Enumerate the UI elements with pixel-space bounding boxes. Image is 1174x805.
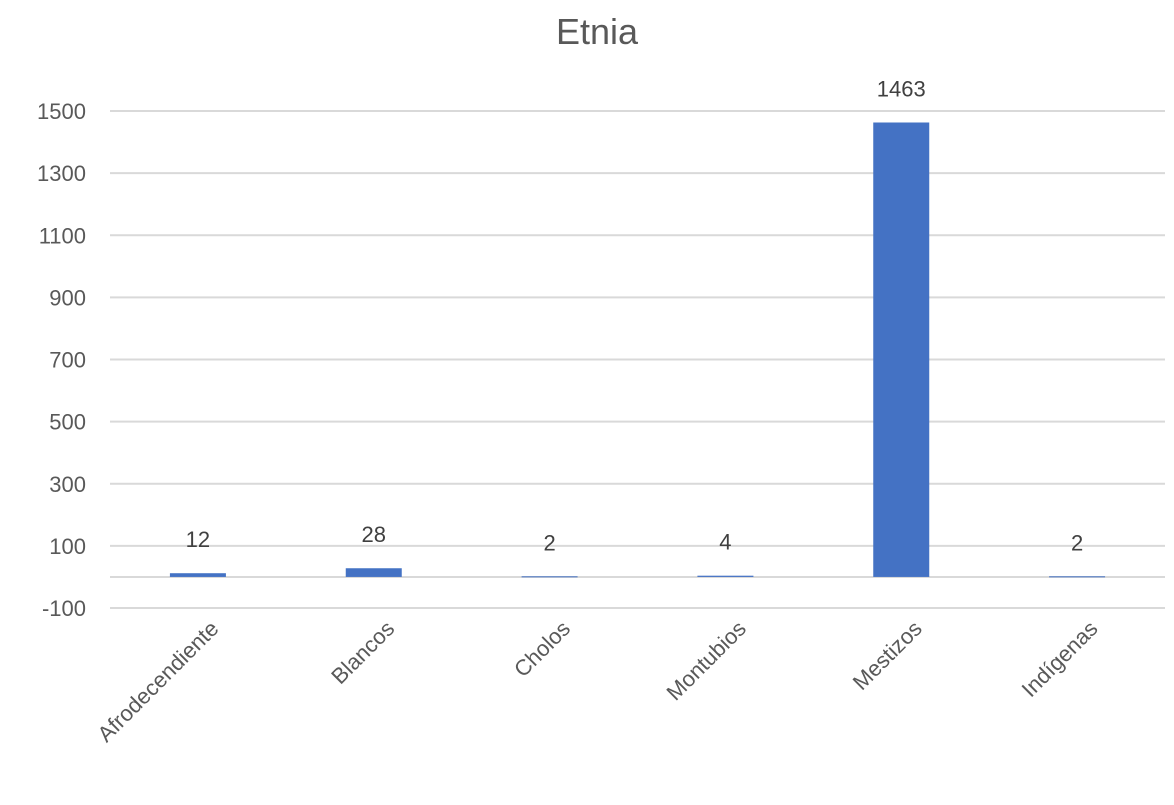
data-label: 2 xyxy=(1071,530,1083,555)
category-label: Mestizos xyxy=(848,616,927,695)
y-tick-label: 700 xyxy=(49,348,86,373)
y-tick-label: 500 xyxy=(49,410,86,435)
y-tick-label: 1100 xyxy=(39,223,86,248)
category-labels: Afrodecendiente Blancos Cholos Montubios Mes… xyxy=(92,616,1102,747)
bar-afrodecendiente xyxy=(169,573,226,577)
bar-montubios xyxy=(697,575,754,577)
bars xyxy=(169,122,1106,578)
y-axis-tick-labels: -100 100 300 500 700 900 1100 1300 1500 xyxy=(37,99,86,621)
category-label: Blancos xyxy=(326,616,399,689)
data-label: 1463 xyxy=(877,76,926,101)
data-label: 12 xyxy=(186,527,210,552)
category-label: Cholos xyxy=(509,616,575,682)
y-tick-label: 100 xyxy=(49,534,86,559)
category-label: Montubios xyxy=(661,616,750,705)
data-label: 4 xyxy=(719,530,731,555)
category-label: Afrodecendiente xyxy=(92,616,223,747)
gridlines xyxy=(110,110,1165,609)
bar-indígenas xyxy=(1049,576,1106,578)
category-label: Indígenas xyxy=(1017,616,1103,702)
data-label: 28 xyxy=(362,522,386,547)
data-labels: 12 28 2 4 1463 2 xyxy=(186,76,1084,555)
y-tick-label: 900 xyxy=(49,285,86,310)
data-label: 2 xyxy=(543,530,555,555)
bar-blancos xyxy=(345,568,402,577)
y-tick-label: 1300 xyxy=(37,161,86,186)
bar-cholos xyxy=(521,576,578,578)
chart-title: Etnia xyxy=(556,11,639,52)
y-tick-label: 1500 xyxy=(37,99,86,124)
y-tick-label: -100 xyxy=(42,596,86,621)
y-tick-label: 300 xyxy=(49,472,86,497)
bar-mestizos xyxy=(873,122,930,577)
